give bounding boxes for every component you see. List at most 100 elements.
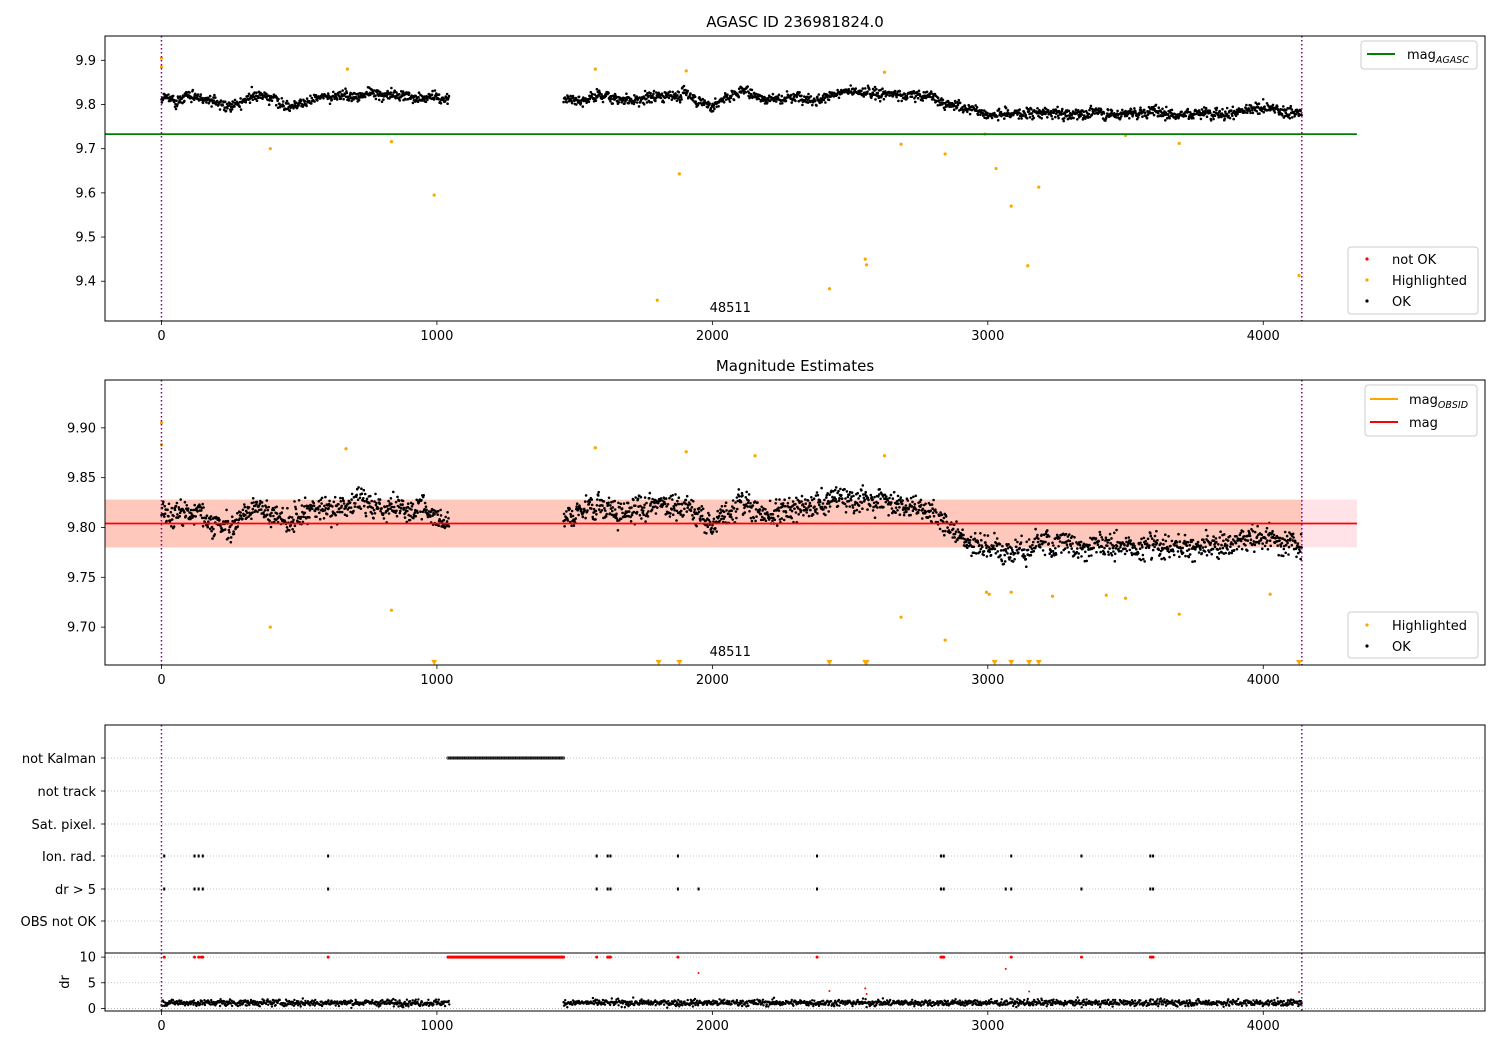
ok-point (768, 499, 772, 503)
ok-point (1269, 544, 1272, 548)
ok-point (665, 95, 669, 99)
ok-point (867, 498, 870, 502)
ok-point (1003, 553, 1006, 557)
ok-point (889, 493, 893, 497)
ok-point (620, 507, 624, 510)
ok-point (358, 496, 362, 500)
ok-point (352, 496, 356, 499)
ok-point (929, 90, 933, 93)
ok-point (607, 91, 610, 95)
ok-point (974, 552, 978, 555)
ok-point (745, 490, 748, 494)
ok-point (425, 508, 428, 512)
ok-point (645, 501, 648, 505)
ok-point (397, 499, 401, 503)
ok-point (1209, 541, 1213, 545)
y-tick-label: 9.6 (75, 186, 96, 201)
ok-point (958, 101, 962, 105)
not-kalman-point (464, 756, 468, 760)
ok-point (1240, 108, 1244, 111)
ok-point (1290, 108, 1294, 111)
ok-point (1079, 540, 1083, 544)
highlighted-points (159, 421, 1272, 642)
ok-point (1188, 553, 1192, 556)
ok-point (648, 491, 652, 495)
ok-point (708, 513, 711, 517)
dr5-point (201, 887, 204, 891)
ok-point (1024, 113, 1028, 117)
ok-point (269, 514, 272, 518)
ok-point (368, 501, 371, 505)
ok-point (1115, 545, 1119, 548)
ok-point (183, 500, 187, 504)
ok-point (260, 501, 264, 504)
ok-point (332, 500, 336, 504)
ok-point (908, 503, 912, 506)
ok-point (645, 97, 648, 101)
ok-point (782, 518, 786, 522)
ok-point (822, 98, 826, 102)
ok-point (989, 553, 993, 557)
ok-point (219, 99, 223, 102)
ok-point (1184, 114, 1188, 118)
ok-point (1137, 113, 1141, 117)
ok-point (701, 97, 704, 101)
ok-point (916, 511, 920, 514)
ok-point (663, 502, 667, 506)
ok-point (1082, 542, 1086, 546)
dr5-point (1149, 887, 1152, 891)
ok-point (1167, 550, 1171, 554)
ok-point (1272, 533, 1276, 537)
ok-point (818, 500, 822, 504)
highlighted-point-point (1297, 273, 1301, 278)
ok-point (426, 515, 430, 519)
not-kalman-point (475, 756, 479, 760)
ok-point (993, 111, 996, 115)
ok-point (994, 552, 998, 555)
ok-point (648, 100, 652, 104)
ok-point (174, 107, 178, 111)
ok-point (776, 514, 780, 518)
ok-point (1105, 538, 1109, 542)
ok-point (1047, 535, 1051, 538)
ok-point (1257, 542, 1261, 545)
ok-point (292, 530, 296, 533)
ok-point (941, 98, 945, 102)
not-kalman-point (457, 756, 461, 760)
ok-point (1152, 105, 1155, 109)
ok-point (878, 488, 881, 491)
ok-point (1040, 533, 1043, 537)
ok-point (380, 507, 383, 510)
dr-point (163, 1001, 167, 1004)
ok-point (824, 101, 827, 104)
dr-point (223, 1000, 226, 1003)
ok-point (1062, 117, 1066, 120)
panel-flags-frame (104, 724, 1486, 954)
ok-point (335, 504, 338, 508)
ok-point (719, 511, 723, 514)
ok-point (634, 504, 637, 508)
ok-point (708, 102, 711, 105)
ok-point (670, 98, 674, 101)
ok-point (1047, 542, 1050, 545)
ok-point (1050, 554, 1054, 557)
ok-point (1112, 550, 1115, 553)
ok-point (433, 513, 436, 516)
ok-point (668, 515, 672, 518)
not-kalman-point (504, 756, 508, 760)
ion-rad-point (197, 854, 200, 858)
ok-point (924, 96, 928, 100)
ok-point (192, 508, 195, 512)
ok-point (1215, 106, 1219, 110)
panel-estimates-y-axis: 9.709.759.809.859.90 (67, 421, 105, 636)
ok-point (1224, 542, 1227, 546)
ok-point (1226, 539, 1230, 542)
highlighted-point-point (1268, 592, 1272, 596)
ok-point (795, 496, 798, 500)
not-kalman-point (454, 756, 458, 760)
ok-point (406, 502, 410, 506)
ok-point (1060, 551, 1063, 554)
not-kalman-point (446, 756, 450, 760)
ok-point (917, 508, 921, 512)
